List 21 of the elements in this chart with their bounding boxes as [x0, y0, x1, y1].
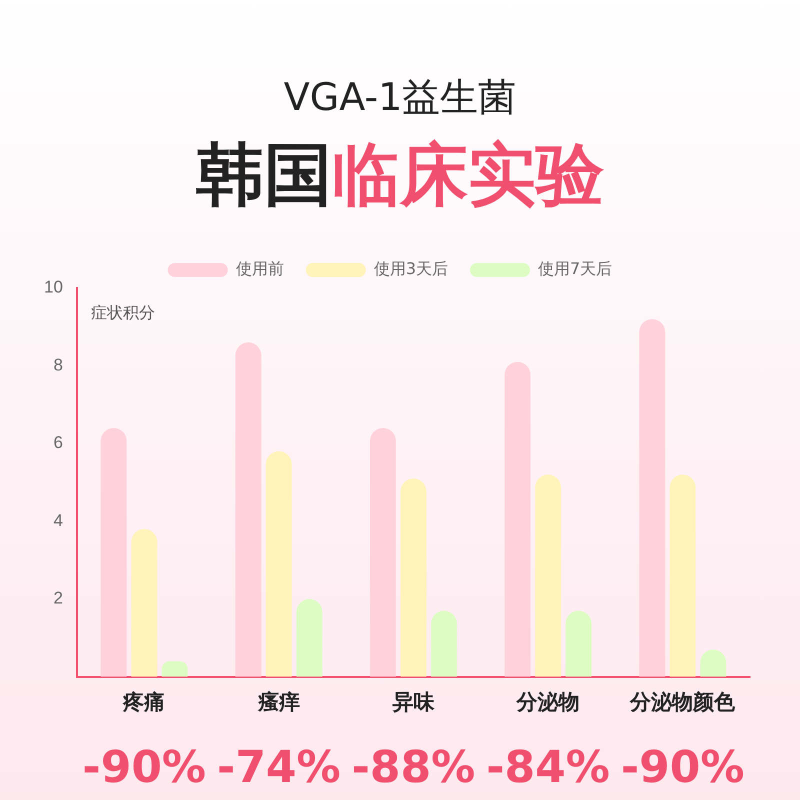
x-tick-label: 瘙痒	[256, 690, 300, 714]
x-tick-label: 疼痛	[122, 690, 166, 714]
y-tick-label: 8	[53, 355, 63, 374]
text: -88%	[352, 742, 476, 793]
y-tick-label: 4	[53, 510, 63, 530]
legend-label: 使用7天后	[538, 259, 612, 278]
y-tick-label: 10	[44, 278, 63, 297]
text: -90%	[620, 742, 744, 793]
x-tick-label: 分泌物	[516, 690, 580, 714]
y-tick-label: 6	[53, 433, 63, 452]
y-axis-title: 症状积分	[90, 303, 155, 322]
legend-label: 使用3天后	[374, 259, 448, 278]
y-tick-label: 2	[53, 588, 63, 608]
x-tick-label: 分泌物颜色	[629, 690, 736, 714]
text: -84%	[486, 742, 610, 793]
text: -90%	[82, 742, 206, 793]
text: -74%	[217, 742, 341, 793]
legend-label: 使用前	[236, 259, 284, 278]
chart-title: VGA-1益生菌	[282, 74, 518, 121]
chart-subtitle: 韩国临床实验	[196, 136, 604, 215]
x-tick-label: 异味	[391, 690, 436, 714]
